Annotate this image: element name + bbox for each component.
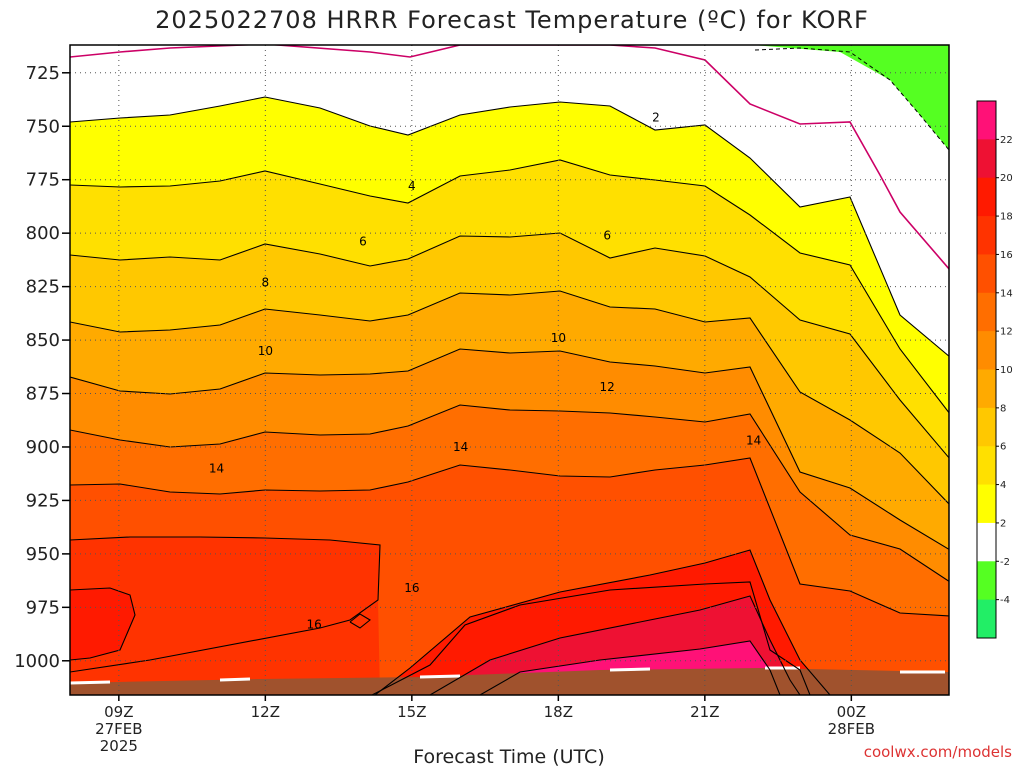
x-tick-label: 09Z: [104, 703, 133, 721]
contour-label: 16: [404, 581, 419, 595]
y-tick-label: 750: [26, 116, 60, 137]
x-tick-label: 2025: [100, 737, 138, 755]
y-tick-label: 925: [26, 490, 60, 511]
colorbar-swatch: [977, 216, 996, 255]
y-tick-label: 800: [26, 223, 60, 244]
x-tick-label: 00Z: [837, 703, 866, 721]
colorbar-swatch: [977, 101, 996, 140]
colorbar-swatch: [977, 407, 996, 447]
contour-label: 4: [408, 179, 416, 193]
contour-label: 6: [603, 228, 611, 242]
y-tick: 875: [26, 384, 70, 405]
x-tick-label: 28FEB: [828, 720, 875, 738]
colorbar-tick-label: 4: [1000, 480, 1006, 491]
chart-title: 2025022708 HRRR Forecast Temperature (ºC…: [155, 6, 869, 34]
x-tick-label: 15Z: [397, 703, 426, 721]
colorbar-swatch: [977, 522, 996, 562]
x-tick: 12Z: [251, 695, 280, 721]
colorbar-swatch: [977, 599, 996, 639]
y-tick-label: 975: [26, 597, 60, 618]
contour-label: 2: [652, 111, 660, 125]
contour-label: 6: [359, 235, 367, 249]
grid-lines: [70, 45, 949, 695]
contour-lines: [70, 45, 949, 695]
y-tick: 750: [26, 116, 70, 137]
colorbar-tick-label: -4: [1000, 595, 1010, 606]
y-tick-label: 875: [26, 384, 60, 405]
y-axis: 725 750 775 800 825 850 875 900 925 950 975 1000: [14, 63, 70, 672]
contour-label: 14: [209, 461, 224, 475]
contour-label: 12: [600, 380, 615, 394]
y-tick-label: 850: [26, 330, 60, 351]
colorbar-tick-label: 22: [1000, 135, 1013, 146]
colorbar-tick-label: 10: [1000, 365, 1013, 376]
contour-label: 10: [258, 344, 273, 358]
credit-text: coolwx.com/models: [864, 743, 1012, 761]
colorbar-swatch: [977, 139, 996, 179]
colorbar-tick-label: 20: [1000, 173, 1013, 184]
colorbar-swatch: [977, 561, 996, 601]
y-tick: 725: [26, 63, 70, 84]
y-tick-label: 825: [26, 277, 60, 298]
colorbar: 22 20 18 16 14 12 10 8 6 4 2 -2 -4: [976, 100, 1013, 639]
y-tick: 775: [26, 170, 70, 191]
x-tick: 18Z: [544, 695, 573, 721]
colorbar-tick-label: 12: [1000, 327, 1013, 338]
colorbar-swatch: [977, 331, 996, 370]
contour-label: 14: [453, 440, 468, 454]
x-tick-label: 18Z: [544, 703, 573, 721]
colorbar-swatch: [977, 177, 996, 217]
plot-frame: [69, 44, 950, 696]
colorbar-tick-label: 14: [1000, 288, 1013, 299]
x-tick: 21Z: [690, 695, 720, 721]
colorbar-tick-label: 18: [1000, 212, 1013, 223]
contour-labels: 2 4 6 6 8 10 10 12 14 14 14 16 16: [209, 111, 761, 632]
y-tick-label: 775: [26, 170, 60, 191]
y-tick: 900: [26, 437, 70, 458]
x-tick-label: 12Z: [251, 703, 280, 721]
y-tick-label: 900: [26, 437, 60, 458]
colorbar-tick-label: 16: [1000, 250, 1013, 261]
colorbar-swatch: [977, 369, 996, 409]
x-tick-label: 27FEB: [95, 720, 142, 738]
y-tick: 800: [26, 223, 70, 244]
colorbar-tick-label: -2: [1000, 557, 1010, 568]
x-tick: 15Z: [397, 695, 427, 721]
y-tick: 950: [26, 544, 70, 565]
y-tick: 1000: [14, 651, 70, 672]
x-axis-label: Forecast Time (UTC): [413, 746, 604, 768]
colorbar-tick-label: 2: [1000, 518, 1006, 529]
contour-label: 10: [551, 331, 566, 345]
temperature-fill-area: [70, 45, 949, 695]
colorbar-swatch: [977, 292, 996, 332]
y-tick: 925: [26, 490, 70, 511]
contour-label: 8: [262, 275, 270, 289]
colorbar-swatch: [977, 254, 996, 294]
contour-label: 16: [307, 617, 322, 631]
y-tick-label: 950: [26, 544, 60, 565]
colorbar-swatch: [977, 446, 996, 486]
y-tick-label: 1000: [14, 651, 60, 672]
x-tick-label: 21Z: [690, 703, 719, 721]
contour-label: 14: [746, 434, 761, 448]
y-tick-label: 725: [26, 63, 60, 84]
colorbar-tick-label: 8: [1000, 403, 1006, 414]
y-tick: 975: [26, 597, 70, 618]
colorbar-tick-label: 6: [1000, 442, 1006, 453]
y-tick: 850: [26, 330, 70, 351]
colorbar-swatch: [977, 484, 996, 524]
y-tick: 825: [26, 277, 70, 298]
